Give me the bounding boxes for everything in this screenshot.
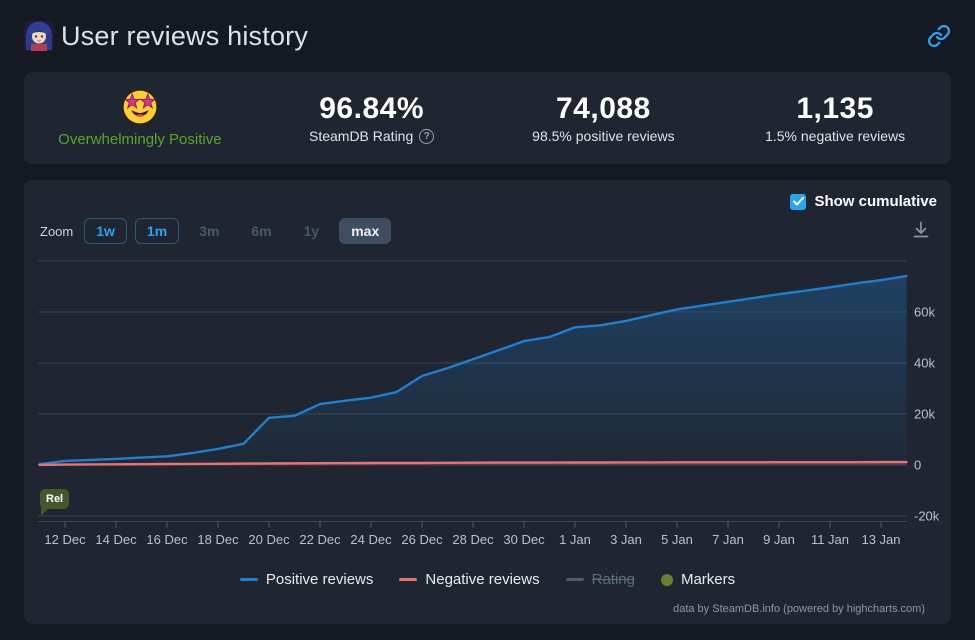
review-score-panel: Overwhelmingly Positive 96.84% SteamDB R… bbox=[24, 72, 951, 164]
y-axis-label: 60k bbox=[914, 305, 935, 320]
legend-swatch bbox=[399, 578, 418, 581]
show-cumulative-checkbox[interactable] bbox=[790, 193, 807, 210]
stat-steamdb-rating: 96.84% SteamDB Rating ? bbox=[256, 92, 488, 144]
zoom-button-1w[interactable]: 1w bbox=[84, 218, 127, 244]
review-summary-label: Overwhelmingly Positive bbox=[58, 131, 222, 148]
y-axis-label: -20k bbox=[914, 509, 940, 524]
plot-svg[interactable]: -20k 0 20k 40k 60k 12 Dec 14 Dec 16 Dec 18 Dec 2… bbox=[24, 255, 951, 555]
help-icon[interactable]: ? bbox=[419, 128, 435, 144]
legend-label: Positive reviews bbox=[265, 571, 374, 588]
chart-credits[interactable]: data by SteamDB.info (powered by highcha… bbox=[673, 603, 925, 615]
stat-negative-reviews: 1,135 1.5% negative reviews bbox=[719, 92, 951, 144]
permalink-icon[interactable] bbox=[927, 24, 951, 48]
negative-reviews-count: 1,135 bbox=[796, 92, 874, 125]
y-axis-label: 0 bbox=[914, 458, 921, 473]
series-area-positive bbox=[39, 276, 907, 465]
x-axis-label: 7 Jan bbox=[712, 532, 744, 547]
show-cumulative-toggle[interactable]: Show cumulative bbox=[790, 193, 937, 210]
header: User reviews history bbox=[0, 0, 975, 72]
x-axis-label: 14 Dec bbox=[95, 532, 137, 547]
zoom-buttons: 1w 1m 3m 6m 1y max bbox=[84, 218, 392, 244]
axes: 12 Dec 14 Dec 16 Dec 18 Dec 20 Dec 22 Dec 24 D… bbox=[38, 521, 907, 547]
x-axis-label: 28 Dec bbox=[452, 532, 494, 547]
legend-swatch bbox=[239, 578, 258, 581]
stat-positive-reviews: 74,088 98.5% positive reviews bbox=[488, 92, 720, 144]
legend-item-markers[interactable]: Markers bbox=[660, 571, 736, 588]
stat-summary: Overwhelmingly Positive bbox=[24, 88, 256, 148]
page-title: User reviews history bbox=[61, 20, 309, 51]
legend-label: Markers bbox=[680, 571, 736, 588]
legend-item-positive-reviews[interactable]: Positive reviews bbox=[239, 571, 374, 588]
legend-label: Rating bbox=[591, 571, 635, 588]
negative-reviews-label: 1.5% negative reviews bbox=[765, 128, 906, 144]
steamdb-rating-value: 96.84% bbox=[319, 92, 424, 125]
chart-legend: Positive reviews Negative reviews Rating Ma… bbox=[24, 571, 951, 588]
zoom-button-6m: 6m bbox=[239, 218, 283, 244]
export-chart-button[interactable] bbox=[911, 220, 931, 240]
legend-item-negative-reviews[interactable]: Negative reviews bbox=[399, 571, 540, 588]
legend-item-rating[interactable]: Rating bbox=[565, 571, 635, 588]
zoom-button-3m: 3m bbox=[187, 218, 231, 244]
y-axis-label: 20k bbox=[914, 407, 935, 422]
series-lines bbox=[38, 274, 908, 467]
legend-label: Negative reviews bbox=[425, 571, 540, 588]
x-axis-label: 13 Jan bbox=[861, 532, 900, 547]
positive-reviews-label: 98.5% positive reviews bbox=[532, 128, 675, 144]
checkmark-icon bbox=[792, 197, 804, 206]
download-icon bbox=[913, 221, 929, 238]
x-axis-label: 9 Jan bbox=[763, 532, 795, 547]
zoom-label: Zoom bbox=[40, 223, 74, 239]
star-struck-emoji-icon bbox=[121, 88, 158, 126]
series-line-negative[interactable] bbox=[38, 460, 908, 467]
x-axis-label: 3 Jan bbox=[610, 532, 642, 547]
series-line-positive[interactable] bbox=[38, 274, 908, 466]
x-axis-label: 30 Dec bbox=[503, 532, 545, 547]
x-axis-label: 5 Jan bbox=[661, 532, 693, 547]
x-axis-label: 12 Dec bbox=[44, 532, 86, 547]
x-axis-label: 20 Dec bbox=[248, 532, 290, 547]
show-cumulative-label: Show cumulative bbox=[814, 193, 937, 210]
zoom-controls: Zoom 1w 1m 3m 6m 1y max bbox=[40, 218, 392, 244]
x-axis-label: 26 Dec bbox=[401, 532, 443, 547]
reviews-chart-panel: Show cumulative Zoom 1w 1m 3m 6m 1y max -20k 0… bbox=[24, 180, 951, 624]
zoom-button-1y: 1y bbox=[292, 218, 332, 244]
y-axis-label: 40k bbox=[914, 356, 935, 371]
x-axis-label: 24 Dec bbox=[350, 532, 392, 547]
positive-reviews-count: 74,088 bbox=[555, 92, 651, 125]
x-axis-label: 18 Dec bbox=[197, 532, 239, 547]
legend-swatch bbox=[660, 573, 673, 586]
x-axis-label: 22 Dec bbox=[299, 532, 341, 547]
x-axis-label: 1 Jan bbox=[559, 532, 591, 547]
steamdb-rating-label: SteamDB Rating bbox=[308, 128, 414, 144]
game-avatar bbox=[24, 21, 54, 51]
release-annotation[interactable]: Rel bbox=[40, 489, 70, 516]
zoom-button-1m[interactable]: 1m bbox=[134, 218, 180, 244]
zoom-button-max[interactable]: max bbox=[339, 218, 392, 244]
legend-swatch bbox=[565, 578, 584, 581]
x-axis-label: 16 Dec bbox=[146, 532, 188, 547]
x-axis-label: 11 Jan bbox=[811, 532, 849, 547]
